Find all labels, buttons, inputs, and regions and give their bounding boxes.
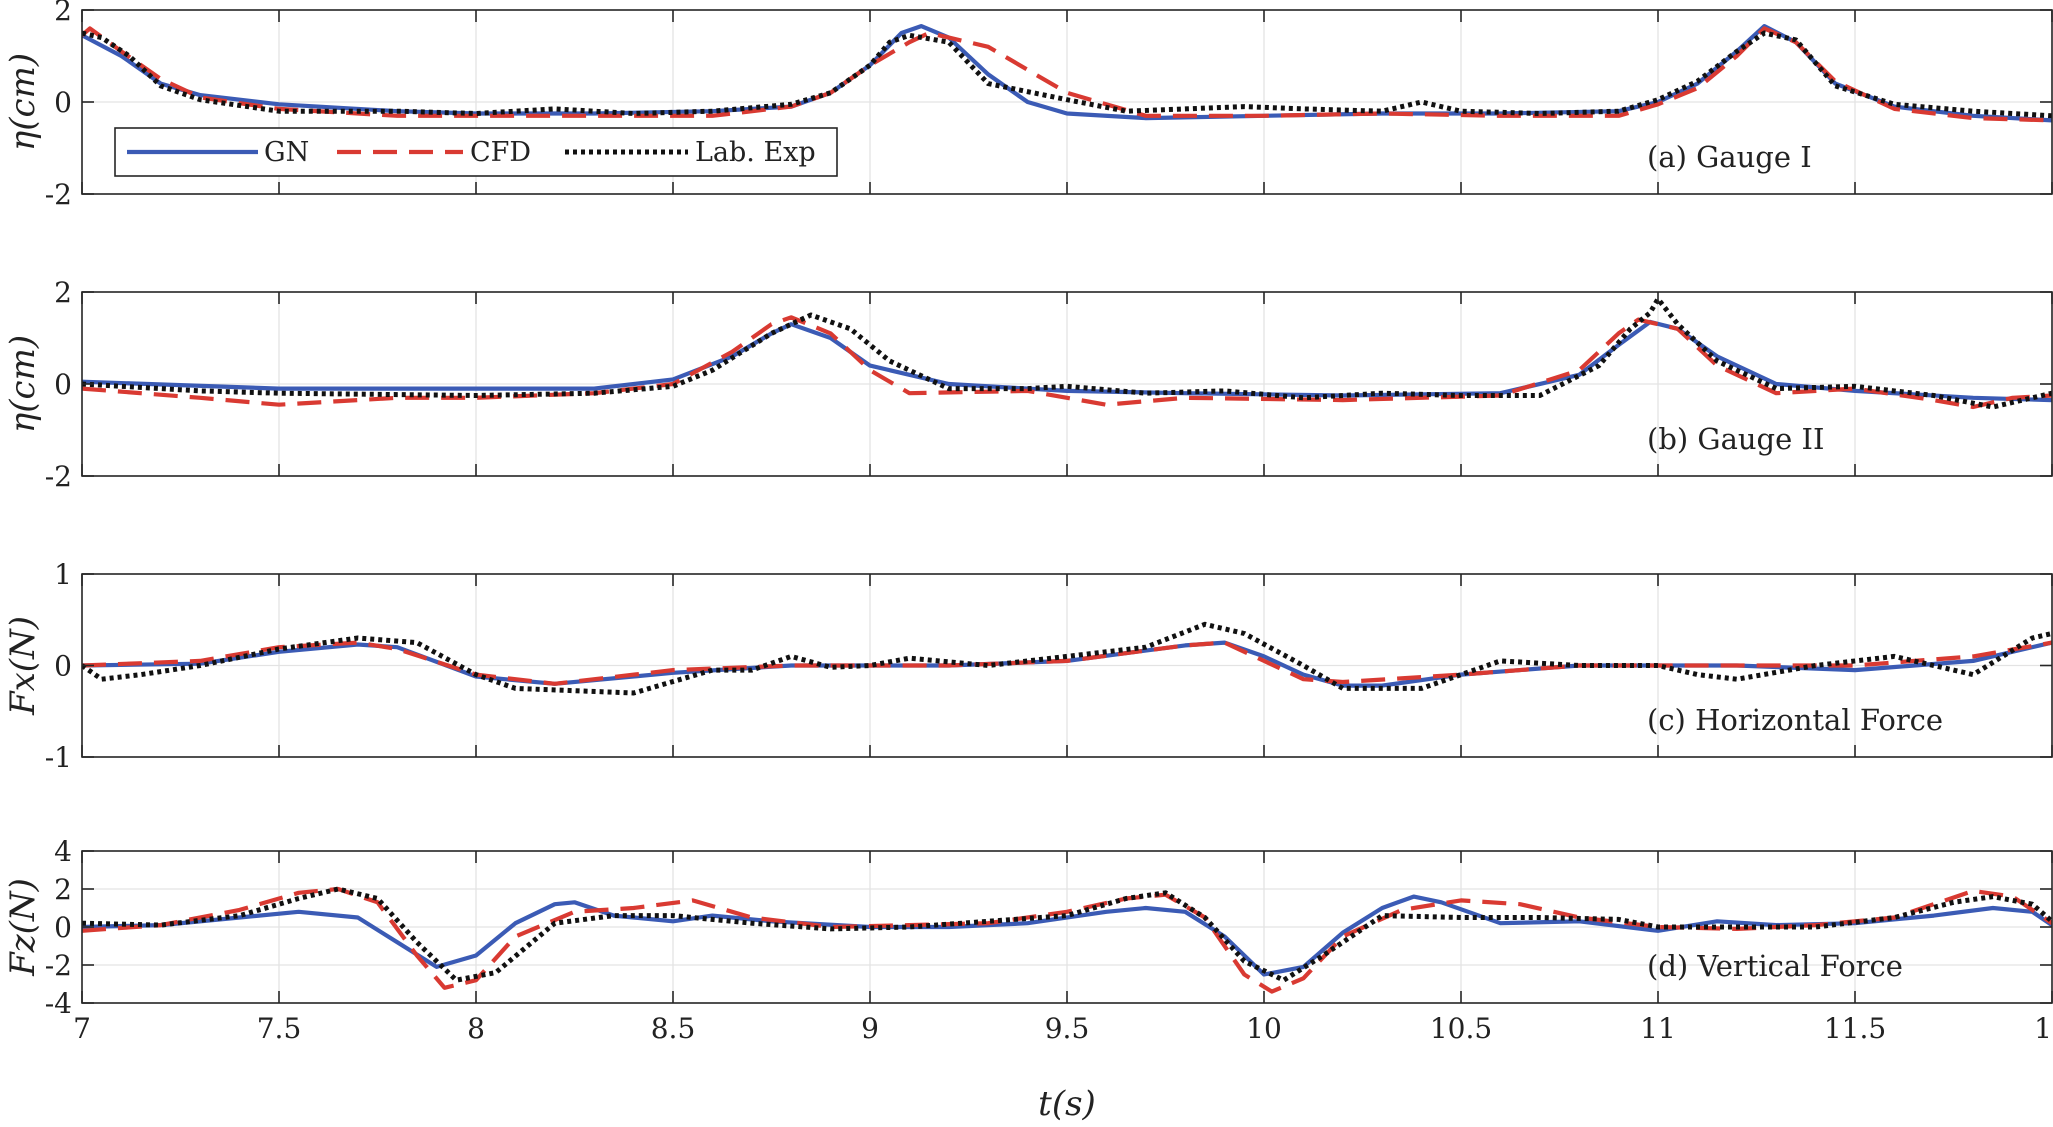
x-tick-label: 9.5 [1045, 1012, 1090, 1045]
y-tick-label: 2 [54, 0, 72, 27]
legend-label-cfd: CFD [470, 137, 531, 168]
y-tick-label: -2 [45, 949, 72, 982]
y-tick-label: -4 [45, 987, 72, 1020]
panel-label: (c) Horizontal Force [1647, 703, 1943, 737]
y-tick-label: 0 [54, 911, 72, 944]
y-axis-label: η(cm) [3, 53, 43, 151]
series-line-lab-exp [82, 296, 2052, 410]
panel-label: (a) Gauge I [1647, 140, 1812, 174]
y-tick-label: 0 [54, 650, 72, 683]
series-line-lab-exp [82, 621, 2052, 696]
panel-2: -2 0 2 η(cm) (b) Gauge II [3, 276, 2053, 493]
x-tick-label: 9 [861, 1012, 879, 1045]
x-tick-label: 10 [1246, 1012, 1282, 1045]
y-tick-label: -2 [45, 178, 72, 211]
y-tick-label: 0 [54, 368, 72, 401]
y-axis-label: η(cm) [3, 335, 43, 433]
y-tick-label: 2 [54, 873, 72, 906]
x-tick-label: 7.5 [257, 1012, 302, 1045]
x-tick-label: 12 [2034, 1012, 2053, 1045]
x-tick-label: 11 [1640, 1012, 1676, 1045]
series-line-cfd [82, 886, 2052, 994]
panel-4: -4 -2 0 2 4 7 7.5 8 8.5 9 9.5 10 10.5 11 11.5 12 t(s) Fz(… [3, 835, 2053, 1124]
x-tick-label: 11.5 [1824, 1012, 1886, 1045]
x-tick-label: 7 [73, 1012, 91, 1045]
panel-label: (b) Gauge II [1647, 422, 1824, 456]
y-tick-label: 2 [54, 276, 72, 309]
x-tick-label: 10.5 [1430, 1012, 1492, 1045]
panel-3: -1 0 1 Fx(N) (c) Horizontal Force [3, 558, 2053, 774]
panel-label: (d) Vertical Force [1647, 949, 1903, 983]
x-axis-label: t(s) [1038, 1084, 1096, 1124]
series-line-lab-exp [82, 30, 2052, 119]
y-tick-label: 0 [54, 86, 72, 119]
y-tick-label: 1 [54, 558, 72, 591]
legend: GN CFD Lab. Exp [114, 127, 838, 177]
y-axis-label: Fx(N) [3, 616, 43, 716]
series-line-cfd [82, 26, 2052, 123]
y-axis-label: Fz(N) [3, 878, 43, 977]
y-tick-label: -1 [45, 741, 72, 774]
y-tick-label: -2 [45, 460, 72, 493]
series-line-cfd [82, 640, 2052, 686]
legend-label-lab-exp: Lab. Exp [695, 137, 816, 168]
x-tick-label: 8.5 [651, 1012, 696, 1045]
legend-label-gn: GN [264, 137, 309, 168]
x-tick-label: 8 [467, 1012, 485, 1045]
y-tick-label: 4 [54, 835, 72, 868]
series-line-lab-exp [82, 886, 2052, 983]
panel-1: -2 0 2 η(cm) (a) Gauge I GN CFD Lab. Exp [3, 0, 2053, 211]
